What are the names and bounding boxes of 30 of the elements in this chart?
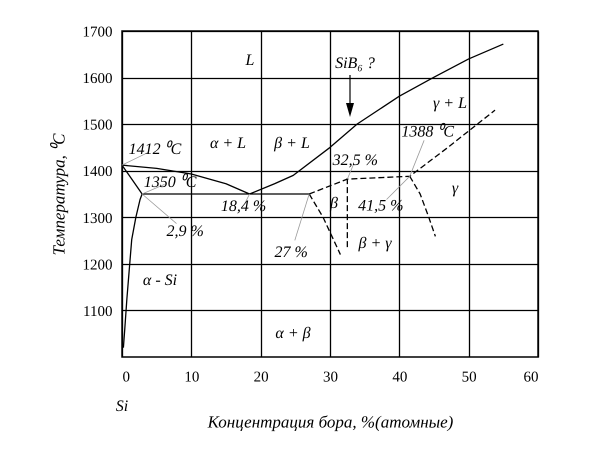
y-tick-label: 1700 <box>82 24 112 40</box>
x-tick-label: 10 <box>184 370 200 386</box>
x-tick-label: 60 <box>524 370 538 386</box>
y-tick-label: 1400 <box>82 164 112 180</box>
annotation: γ <box>452 180 459 197</box>
annotation: 2,9 % <box>166 223 204 240</box>
y-tick-label: 1200 <box>82 257 112 274</box>
annotation: α + β <box>275 325 311 342</box>
x-tick-label: 50 <box>462 370 477 386</box>
y-tick-label: 1500 <box>82 118 112 134</box>
annotation: β + L <box>273 135 310 152</box>
x-tick-label: 0 <box>122 370 130 386</box>
x-tick-label: 40 <box>392 370 408 386</box>
annotation: α + L <box>210 135 246 152</box>
x-tick-label: 30 <box>323 370 338 386</box>
annotation: 27 % <box>274 244 308 261</box>
y-tick-label: 1100 <box>83 304 112 320</box>
annotation: L <box>244 52 255 69</box>
y-tick-label: 1300 <box>82 210 112 227</box>
annotation: α - Si <box>142 272 178 289</box>
annotation: 1412 ⁰C <box>128 140 182 158</box>
annotation: β + γ <box>357 235 392 252</box>
text: Si <box>116 398 128 415</box>
x-tick-label: 20 <box>254 370 269 386</box>
annotation: SiB₆ ? <box>335 55 375 72</box>
y-tick-label: 1600 <box>82 71 112 88</box>
y-axis-title: Температура, ⁰C <box>50 132 68 256</box>
annotation: γ + L <box>433 95 468 112</box>
annotation: 32,5 % <box>332 152 378 170</box>
x-axis-title: Концентрация бора, %(атомные) <box>206 412 454 432</box>
